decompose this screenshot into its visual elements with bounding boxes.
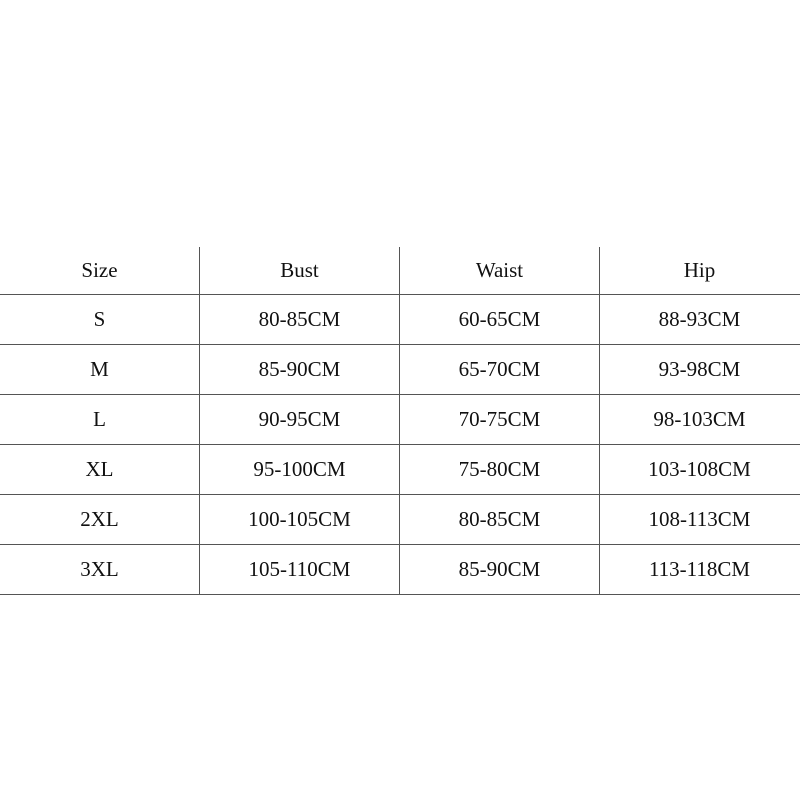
table-row: M 85-90CM 65-70CM 93-98CM xyxy=(0,345,800,395)
header-waist: Waist xyxy=(399,247,599,294)
cell-hip: 108-113CM xyxy=(599,495,799,544)
cell-bust: 90-95CM xyxy=(199,395,399,444)
cell-hip: 113-118CM xyxy=(599,545,799,594)
cell-waist: 75-80CM xyxy=(399,445,599,494)
header-bust: Bust xyxy=(199,247,399,294)
cell-waist: 85-90CM xyxy=(399,545,599,594)
table-row: L 90-95CM 70-75CM 98-103CM xyxy=(0,395,800,445)
cell-bust: 105-110CM xyxy=(199,545,399,594)
table-row: 2XL 100-105CM 80-85CM 108-113CM xyxy=(0,495,800,545)
cell-size: XL xyxy=(85,457,114,481)
cell-waist: 80-85CM xyxy=(399,495,599,544)
table-row: S 80-85CM 60-65CM 88-93CM xyxy=(0,295,800,345)
cell-waist: 70-75CM xyxy=(399,395,599,444)
cell-hip: 98-103CM xyxy=(599,395,799,444)
cell-size: L xyxy=(93,407,106,431)
table-row: XL 95-100CM 75-80CM 103-108CM xyxy=(0,445,800,495)
cell-hip: 88-93CM xyxy=(599,295,799,344)
cell-waist: 65-70CM xyxy=(399,345,599,394)
cell-bust: 85-90CM xyxy=(199,345,399,394)
header-size: Size xyxy=(81,258,118,282)
cell-hip: 103-108CM xyxy=(599,445,799,494)
cell-bust: 95-100CM xyxy=(199,445,399,494)
cell-bust: 80-85CM xyxy=(199,295,399,344)
cell-size: 3XL xyxy=(80,557,119,581)
header-row: Size Bust Waist Hip xyxy=(0,247,800,295)
table-row: 3XL 105-110CM 85-90CM 113-118CM xyxy=(0,545,800,595)
cell-size: M xyxy=(90,357,109,381)
cell-size: 2XL xyxy=(80,507,119,531)
cell-waist: 60-65CM xyxy=(399,295,599,344)
header-hip: Hip xyxy=(599,247,799,294)
cell-size: S xyxy=(93,307,106,331)
cell-hip: 93-98CM xyxy=(599,345,799,394)
cell-bust: 100-105CM xyxy=(199,495,399,544)
size-chart-table: Size Bust Waist Hip S 80-85CM 60-65CM 88-93… xyxy=(0,247,800,595)
